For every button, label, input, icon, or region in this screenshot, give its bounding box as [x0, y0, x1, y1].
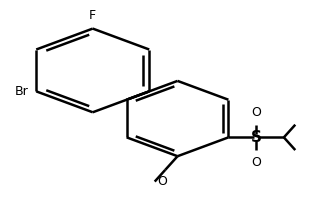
Text: Br: Br	[14, 85, 28, 98]
Text: S: S	[251, 130, 262, 145]
Text: O: O	[251, 156, 261, 169]
Text: O: O	[157, 175, 167, 188]
Text: O: O	[251, 106, 261, 119]
Text: F: F	[89, 9, 96, 22]
